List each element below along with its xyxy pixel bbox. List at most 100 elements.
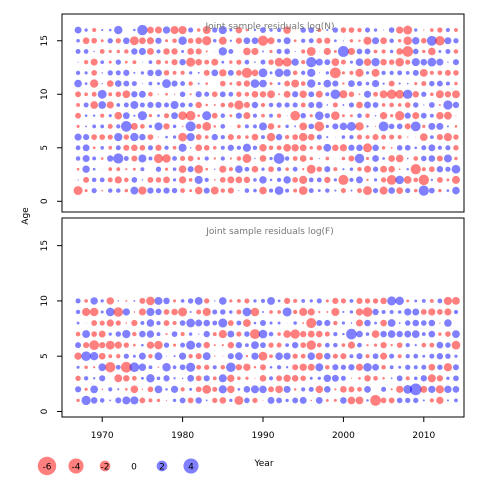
residual-bubble [379,121,389,131]
residual-bubble [307,69,315,77]
residual-bubble [388,155,395,162]
residual-bubble [173,146,177,150]
residual-bubble [234,396,243,405]
residual-bubble [300,155,307,162]
residual-bubble [114,307,124,317]
legend-label: 0 [131,463,137,473]
residual-bubble [244,331,250,337]
residual-bubble [212,321,217,326]
residual-bubble [154,341,162,349]
residual-bubble [125,168,127,170]
residual-bubble [413,49,419,55]
residual-bubble [173,299,176,302]
residual-bubble [205,135,209,139]
residual-bubble [452,330,460,338]
residual-bubble [188,298,193,303]
residual-bubble [276,375,282,381]
residual-bubble [366,125,368,127]
residual-bubble [349,71,353,75]
residual-bubble [437,177,443,183]
residual-bubble [351,322,353,324]
residual-bubble [413,156,418,161]
residual-bubble [438,146,442,150]
residual-bubble [453,145,458,150]
residual-bubble [395,297,403,305]
residual-bubble [391,147,393,149]
residual-bubble [260,91,266,97]
residual-bubble [188,38,194,44]
residual-bubble [148,145,153,150]
residual-bubble [355,122,363,130]
residual-bubble [445,49,450,54]
residual-bubble [227,386,235,394]
residual-bubble [260,375,267,382]
residual-bubble [155,309,161,315]
residual-bubble [147,48,154,55]
residual-bubble [357,167,361,171]
residual-bubble [105,362,115,372]
residual-bubble [283,144,291,152]
residual-bubble [287,323,288,324]
residual-bubble [309,38,314,43]
residual-bubble [357,387,362,392]
residual-bubble [237,135,241,139]
residual-bubble [398,135,402,139]
residual-bubble [413,178,418,183]
residual-bubble [254,61,256,63]
residual-bubble [373,134,379,140]
residual-bubble [146,297,155,306]
residual-bubble [275,186,284,195]
residual-bubble [243,308,252,317]
residual-bubble [338,46,349,57]
residual-bubble [228,353,234,359]
residual-bubble [197,28,201,32]
residual-bubble [445,342,450,347]
residual-bubble [333,354,338,359]
residual-bubble [435,36,445,46]
residual-bubble [382,377,385,380]
residual-bubble [109,61,112,64]
residual-bubble [147,70,153,76]
residual-bubble [269,50,272,53]
residual-bubble [270,82,273,85]
residual-bubble [447,61,448,62]
residual-bubble [222,344,224,346]
residual-bubble [77,125,80,128]
residual-bubble [171,386,178,393]
residual-bubble [108,134,113,139]
residual-bubble [395,58,404,67]
residual-bubble [221,61,224,64]
residual-bubble [244,398,250,404]
residual-bubble [437,70,442,75]
residual-bubble [195,144,202,151]
residual-bubble [178,111,187,120]
residual-bubble [187,375,194,382]
residual-bubble [75,376,80,381]
residual-bubble [242,68,252,78]
residual-bubble [139,37,146,44]
residual-bubble [196,134,202,140]
residual-bubble [116,124,120,128]
residual-bubble [81,351,91,361]
residual-bubble [310,114,313,117]
residual-bubble [124,342,129,347]
residual-bubble [413,102,418,107]
residual-bubble [237,156,241,160]
residual-bubble [452,176,460,184]
residual-bubble [212,387,217,392]
residual-bubble [270,179,273,182]
residual-bubble [292,375,299,382]
residual-bubble [148,92,153,97]
residual-bubble [75,342,81,348]
residual-bubble [109,332,112,335]
residual-bubble [222,356,223,357]
residual-bubble [452,90,460,98]
residual-bubble [373,102,379,108]
residual-bubble [125,61,128,64]
residual-bubble [90,308,99,317]
residual-bubble [276,102,281,107]
residual-bubble [324,38,330,44]
residual-bubble [77,366,80,369]
residual-bubble [203,308,211,316]
residual-bubble [452,341,461,350]
